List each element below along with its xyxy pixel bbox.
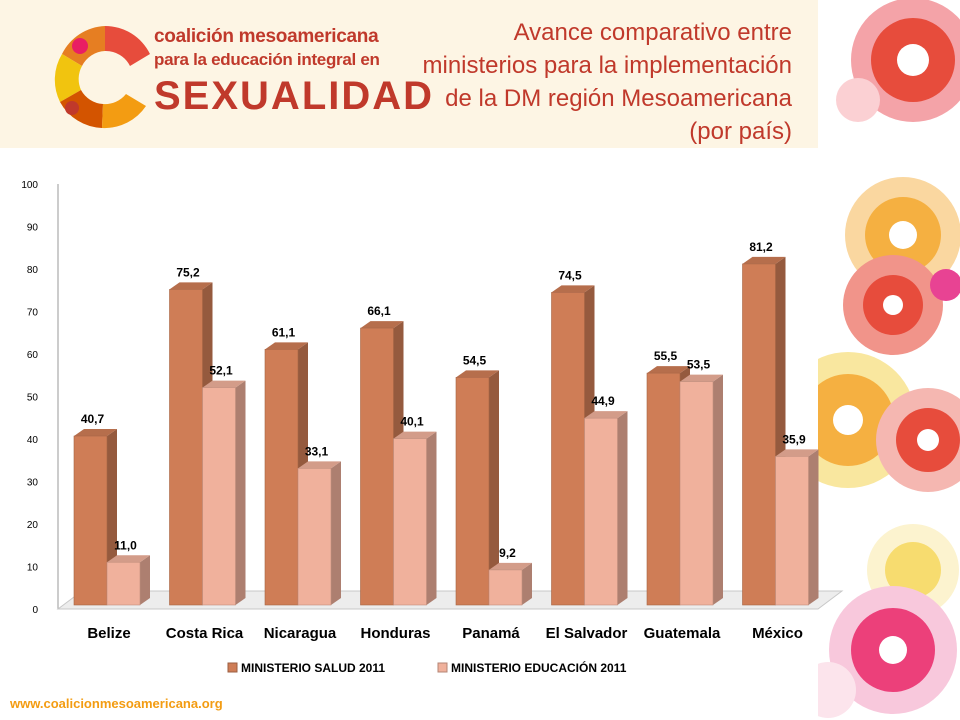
decorative-puzzle-circles: [818, 0, 960, 720]
data-label: 74,5: [558, 268, 582, 282]
bar-side: [235, 380, 246, 605]
bar-side: [713, 374, 723, 605]
legend-label: MINISTERIO EDUCACIÓN 2011: [451, 660, 627, 675]
y-tick-label: 70: [27, 308, 39, 319]
bar-salud: [742, 263, 776, 606]
x-tick-label: Panamá: [462, 625, 520, 642]
y-axis: 0 10 20 30 40 50 60 70 80 90 100: [21, 180, 59, 616]
bar-top: [584, 411, 628, 419]
bar-top: [647, 366, 690, 374]
data-label: 40,1: [400, 415, 424, 429]
bar-salud: [264, 349, 299, 606]
x-tick-label: Belize: [87, 625, 130, 642]
bar-salud: [646, 372, 681, 606]
legend-swatch: [227, 662, 238, 673]
data-label: 61,1: [272, 325, 296, 339]
bar-salud: [73, 435, 108, 606]
y-tick-label: 100: [21, 180, 38, 191]
bar-top: [169, 282, 213, 290]
bar-educacion: [775, 456, 809, 606]
y-tick-label: 80: [27, 265, 39, 276]
bar-top: [456, 370, 499, 378]
x-tick-label: México: [752, 625, 803, 642]
data-label: 52,1: [209, 364, 233, 378]
bar-top: [489, 562, 532, 570]
bar-top: [107, 555, 150, 563]
bar-educacion: [297, 468, 332, 606]
bar-top: [202, 380, 246, 388]
data-label: 44,9: [591, 394, 615, 408]
x-tick-label: El Salvador: [546, 625, 628, 642]
bar-group: 40,7 11,0 75,2 52,1 61,1 33,1 66,1 40,1 54,5 9,2 7…: [73, 240, 819, 606]
bar-educacion: [488, 569, 523, 606]
data-label: 75,2: [176, 265, 200, 279]
y-tick-label: 60: [27, 350, 39, 361]
logo-text-line2: para la educación integral en: [154, 50, 380, 69]
bar-educacion: [202, 387, 236, 606]
bar-top: [775, 449, 819, 457]
x-axis: Belize Costa Rica Nicaragua Honduras Panamá E…: [87, 625, 803, 642]
data-label: 55,5: [654, 349, 678, 363]
puzzle-circle-icon: [54, 25, 150, 129]
chart-legend: MINISTERIO SALUD 2011 MINISTERIO EDUCACIÓ…: [227, 660, 627, 675]
y-tick-label: 10: [27, 563, 39, 574]
data-label: 9,2: [499, 546, 516, 560]
data-label: 11,0: [114, 538, 137, 552]
bar-top: [360, 321, 404, 329]
logo-text-line1: coalición mesoamericana: [154, 26, 379, 47]
bar-educacion: [584, 417, 618, 606]
x-tick-label: Guatemala: [644, 625, 721, 642]
bar-educacion: [679, 381, 714, 606]
data-label: 35,9: [782, 432, 806, 446]
bar-side: [426, 431, 437, 605]
bar-salud: [551, 292, 585, 606]
data-label: 66,1: [367, 304, 391, 318]
x-tick-label: Nicaragua: [264, 625, 337, 642]
y-tick-label: 50: [27, 393, 39, 404]
bar-side: [808, 449, 819, 605]
data-label: 54,5: [463, 353, 487, 367]
bar-salud: [169, 289, 203, 606]
bar-side: [489, 370, 499, 605]
bar-side: [331, 461, 341, 605]
x-tick-label: Honduras: [360, 625, 430, 642]
bar-top: [298, 461, 341, 469]
bar-side: [140, 555, 150, 605]
bar-top: [680, 374, 723, 382]
legend-label: MINISTERIO SALUD 2011: [241, 661, 385, 675]
bar-salud: [360, 327, 394, 606]
y-tick-label: 40: [27, 435, 39, 446]
x-tick-label: Costa Rica: [166, 625, 244, 642]
data-label: 40,7: [81, 412, 105, 426]
bar-top: [393, 431, 437, 439]
data-label: 33,1: [305, 444, 329, 458]
logo-text-line3: SEXUALIDAD: [154, 74, 435, 118]
header-banner: coalición mesoamericana para la educació…: [0, 0, 818, 148]
bar-top: [74, 429, 117, 437]
bar-educacion: [393, 438, 427, 606]
bar-side: [617, 411, 628, 605]
bar-top: [551, 285, 595, 293]
bar-salud: [455, 377, 490, 606]
bar-top: [742, 256, 786, 264]
coalition-logo: coalición mesoamericana para la educació…: [50, 16, 432, 140]
y-tick-label: 30: [27, 478, 39, 489]
y-tick-label: 20: [27, 520, 39, 531]
data-label: 53,5: [687, 358, 711, 372]
bar-top: [265, 342, 308, 350]
legend-swatch: [437, 662, 448, 673]
bar-chart: 0 10 20 30 40 50 60 70 80 90 100 40,7 11,0 75,2 52,1 6…: [21, 180, 844, 675]
data-label: 81,2: [749, 240, 773, 254]
y-tick-label: 90: [27, 223, 39, 234]
footer-url: www.coalicionmesoamericana.org: [10, 696, 223, 711]
bar-side: [522, 562, 532, 605]
y-tick-label: 0: [32, 605, 38, 616]
bar-educacion: [106, 561, 141, 606]
slide-title: Avance comparativo entre ministerios par…: [422, 19, 793, 145]
